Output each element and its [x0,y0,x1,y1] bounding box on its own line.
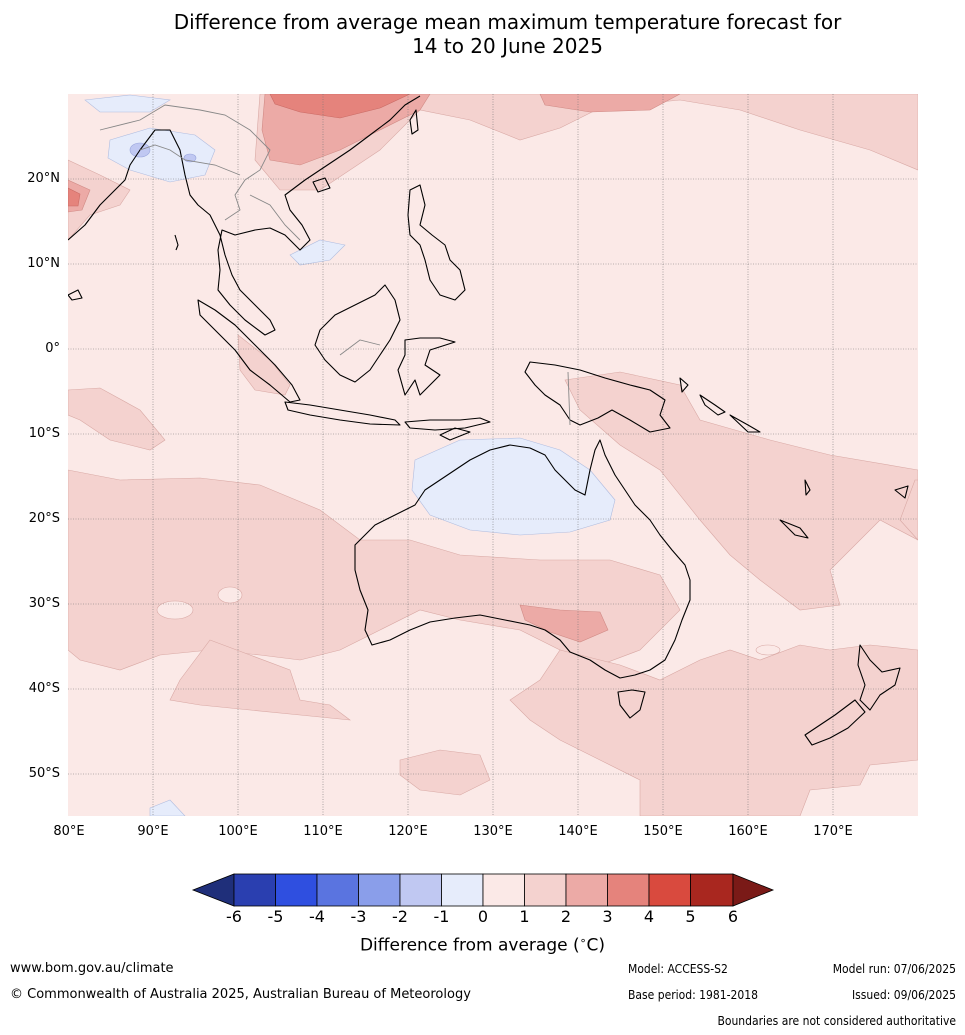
coastline-tasmania [617,689,646,719]
lon-label-150e: 150°E [643,824,683,839]
colorbar-tick: 5 [685,907,696,926]
lat-label-20s: 20°S [28,511,60,526]
colorbar-bin [316,873,359,907]
colorbar-bin [399,873,442,907]
colorbar-bin [565,873,608,907]
lon-label-140e: 140°E [558,824,598,839]
country-borders [99,104,571,426]
colorbar-bin [441,873,484,907]
colorbar-bin [690,873,734,907]
lon-label-80e: 80°E [53,824,85,839]
colorbar-tick: -4 [309,907,325,926]
colorbar-tick: -3 [350,907,367,926]
footer-copyright: © Commonwealth of Australia 2025, Austra… [10,987,471,1002]
colorbar [191,873,775,907]
colorbar-bin [233,873,276,907]
title-line-1: Difference from average mean maximum tem… [173,10,842,34]
colorbar-tick: 3 [602,907,613,926]
colorbar-tick: 4 [643,907,655,926]
graticule [68,94,918,816]
anomaly-minus-1-to-0 [84,94,616,816]
colorbar-tick: -2 [392,907,408,926]
colorbar-bin [607,873,650,907]
lat-label-40s: 40°S [28,681,60,696]
anomaly-holes [156,586,781,656]
coastline-new-zealand-south [804,699,866,746]
colorbar-bin [275,873,318,907]
colorbar-bin [482,873,525,907]
coastline-new-zealand-north [857,644,901,711]
colorbar-tick: 6 [727,907,739,926]
lon-label-110e: 110°E [303,824,343,839]
lon-label-90e: 90°E [137,824,169,839]
colorbar-tick: 0 [477,907,489,926]
lon-label-130e: 130°E [473,824,513,839]
colorbar-tick: 2 [560,907,572,926]
footer-model: Model: ACCESS-S2 [628,962,728,976]
lat-label-10n: 10°N [27,256,60,271]
lat-label-10s: 10°S [28,426,60,441]
lat-label-50s: 50°S [28,766,60,781]
coastline-sumatra [197,299,301,403]
footer-website: www.bom.gov.au/climate [10,961,174,976]
coastline-borneo [314,284,401,383]
colorbar-tick: -1 [433,907,450,926]
coastline-philippines [407,184,466,301]
footer-disclaimer: Boundaries are not considered authoritat… [717,1014,956,1028]
title-line-2: 14 to 20 June 2025 [412,34,603,58]
colorbar-tick: -5 [267,907,284,926]
chart-title: Difference from average mean maximum tem… [0,10,965,58]
footer-model-run: Model run: 07/06/2025 [832,962,956,976]
lat-label-30s: 30°S [28,596,60,611]
colorbar-tick: 1 [519,907,530,926]
colorbar-bin [648,873,691,907]
lat-label-20n: 20°N [27,171,60,186]
lon-label-160e: 160°E [728,824,768,839]
colorbar-bin [358,873,401,907]
coastlines [68,95,909,746]
colorbar-title: Difference from average (∘C) [359,934,606,956]
coastline-new-guinea [524,361,671,433]
lon-label-170e: 170°E [813,824,853,839]
coastline-australia [354,439,691,679]
lon-label-120e: 120°E [388,824,428,839]
colorbar-tick: -6 [226,907,242,926]
coastline-asia [68,95,421,336]
footer-issued: Issued: 09/06/2025 [851,988,956,1002]
coastline-sulawesi [397,337,456,396]
lon-label-100e: 100°E [218,824,258,839]
footer-base-period: Base period: 1981-2018 [628,988,759,1002]
coastline-java [284,401,401,426]
colorbar-min-arrow [191,873,235,907]
lat-label-0: 0° [45,341,60,356]
anomaly-3-to-4 [68,94,411,207]
colorbar-max-arrow [732,873,775,907]
colorbar-bin [524,873,567,907]
